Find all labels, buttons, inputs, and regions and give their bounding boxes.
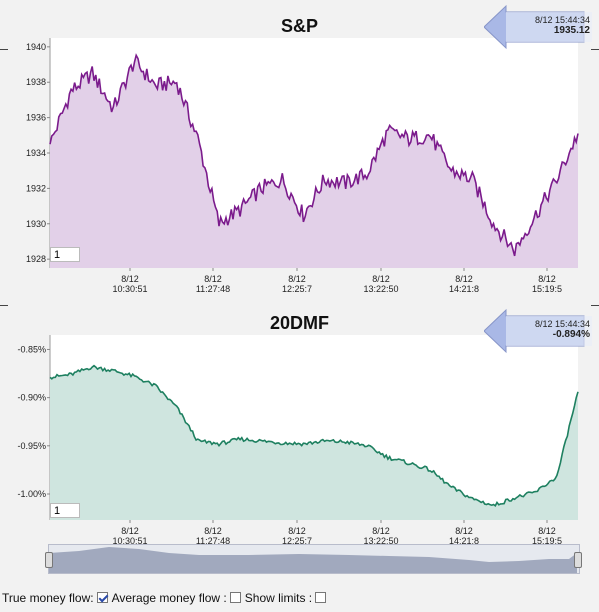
x-time-label: 10:30:51 (112, 536, 147, 546)
sp-callout-time: 8/12 15:44:34 (534, 15, 590, 25)
separator (591, 49, 599, 50)
separator (591, 305, 599, 306)
navigator-left-handle[interactable] (45, 552, 53, 568)
x-date-label: 8/12 (204, 274, 222, 284)
x-time-label: 14:21:8 (449, 284, 479, 294)
range-navigator[interactable] (48, 544, 580, 574)
y-tick-label: -0.90% (17, 393, 46, 403)
footer-options: True money flow: Average money flow : Show… (2, 590, 330, 605)
separator (0, 49, 8, 50)
sp-chart-title: S&P (280, 16, 318, 36)
y-tick-label: -0.95% (17, 441, 46, 451)
mf-callout-time: 8/12 15:44:34 (534, 319, 590, 329)
x-date-label: 8/12 (455, 526, 473, 536)
average-money-flow-label: Average money flow : (111, 590, 227, 605)
true-money-flow-checkbox[interactable] (96, 592, 108, 604)
x-date-label: 8/12 (121, 274, 139, 284)
y-tick-label: 1930 (26, 219, 46, 229)
x-date-label: 8/12 (538, 526, 556, 536)
x-time-label: 15:19:5 (532, 284, 562, 294)
callout-arrow-icon (484, 308, 592, 354)
x-time-label: 11:27:48 (196, 284, 230, 294)
y-tick-label: 1936 (26, 113, 46, 123)
x-date-label: 8/12 (288, 526, 306, 536)
x-time-label: 12:25:7 (282, 284, 312, 294)
y-tick-label: 1938 (26, 77, 46, 87)
y-tick-label: 1940 (26, 42, 46, 52)
x-date-label: 8/12 (372, 274, 390, 284)
sp-callout-value: 1935.12 (553, 25, 590, 36)
show-limits-checkbox[interactable] (315, 592, 327, 604)
x-date-label: 8/12 (455, 274, 473, 284)
y-tick-label: 1934 (26, 148, 46, 158)
true-money-flow-label: True money flow: (2, 590, 94, 605)
average-money-flow-checkbox[interactable] (229, 592, 241, 604)
y-tick-label: -0.85% (17, 344, 46, 354)
separator (0, 305, 8, 306)
callout-arrow-icon (484, 4, 592, 50)
sp-chart: 19401938193619341932193019288/1210:30:51… (26, 38, 579, 294)
x-time-label: 13:22:50 (363, 284, 398, 294)
series-line (49, 364, 579, 507)
x-date-label: 8/12 (288, 274, 306, 284)
x-time-label: 10:30:51 (112, 284, 147, 294)
mf-callout-value: -0.894% (552, 329, 590, 340)
x-date-label: 8/12 (538, 274, 556, 284)
mf-chart: -0.85%-0.90%-0.95%-1.00%8/1210:30:518/12… (17, 335, 579, 546)
x-time-label: 15:19:5 (532, 536, 562, 546)
sp-value-callout: 8/12 15:44:34 1935.12 (484, 4, 598, 50)
x-time-label: 13:22:50 (363, 536, 398, 546)
y-tick-label: -1.00% (17, 489, 46, 499)
x-date-label: 8/12 (121, 526, 139, 536)
mf-value-callout: 8/12 15:44:34 -0.894% (484, 308, 598, 354)
navigator-right-handle[interactable] (574, 552, 582, 568)
x-time-label: 12:25:7 (282, 536, 312, 546)
series-area (50, 55, 578, 268)
y-tick-label: 1932 (26, 183, 46, 193)
sp-count-field[interactable]: 1 (50, 247, 80, 262)
x-date-label: 8/12 (204, 526, 222, 536)
x-date-label: 8/12 (372, 526, 390, 536)
mf-count-field[interactable]: 1 (50, 503, 80, 518)
series-line (49, 53, 579, 257)
show-limits-label: Show limits : (244, 590, 313, 605)
y-tick-label: 1928 (26, 254, 46, 264)
navigator-preview (49, 547, 577, 573)
x-time-label: 14:21:8 (449, 536, 479, 546)
x-time-label: 11:27:48 (196, 536, 230, 546)
mf-chart-title: 20DMF (269, 313, 329, 333)
